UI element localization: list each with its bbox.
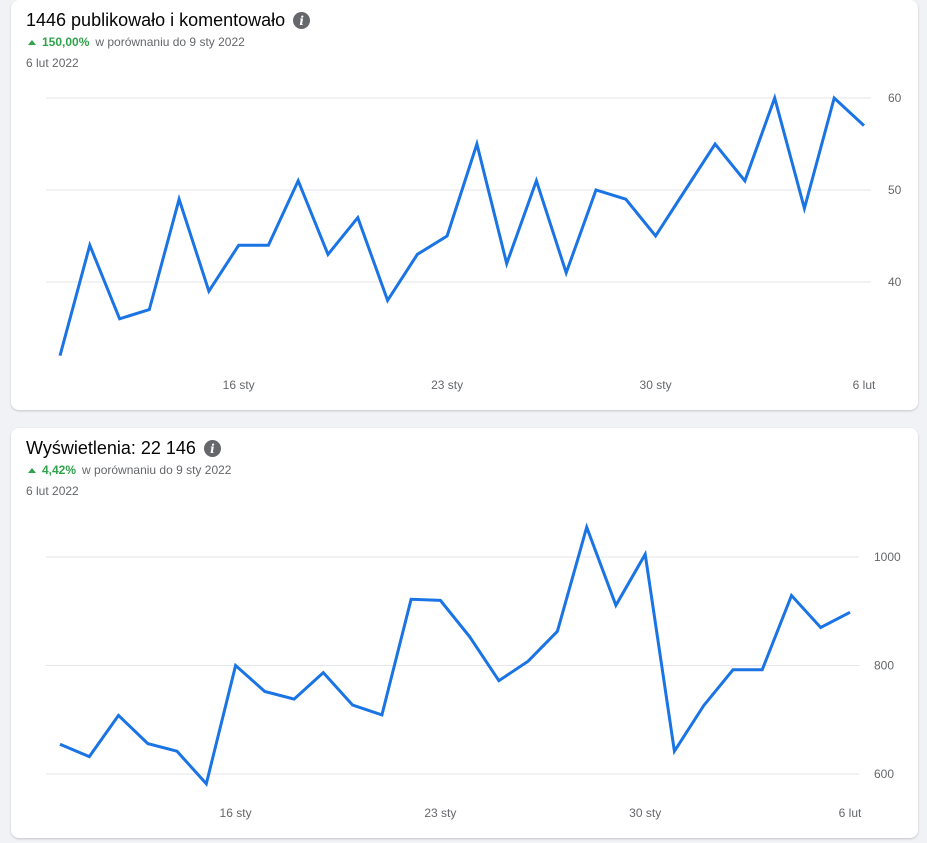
data-point[interactable] bbox=[383, 295, 393, 305]
change-percent: 150,00% bbox=[42, 35, 90, 49]
series-line bbox=[59, 522, 851, 787]
data-point[interactable] bbox=[591, 185, 601, 195]
data-point[interactable] bbox=[799, 203, 809, 213]
card-header: Wyświetlenia: 22 146 i bbox=[26, 438, 221, 459]
data-point[interactable] bbox=[552, 626, 562, 636]
data-point[interactable] bbox=[728, 665, 738, 675]
y-tick-label: 800 bbox=[874, 659, 894, 673]
data-point[interactable] bbox=[172, 746, 182, 756]
data-point[interactable] bbox=[377, 710, 387, 720]
x-tick-label: 6 lut bbox=[853, 378, 876, 392]
y-tick-label: 40 bbox=[888, 275, 902, 289]
series-line bbox=[58, 92, 866, 356]
data-point[interactable] bbox=[770, 93, 780, 103]
data-point[interactable] bbox=[442, 231, 452, 241]
info-icon[interactable]: i bbox=[203, 440, 221, 457]
data-point[interactable] bbox=[84, 752, 94, 762]
y-tick-label: 60 bbox=[888, 91, 902, 105]
x-tick-label: 16 sty bbox=[223, 378, 255, 392]
line-chart: 40 50 60 16 sty 23 sty 30 sty 6 lut bbox=[46, 91, 902, 392]
data-point[interactable] bbox=[640, 549, 650, 559]
data-point[interactable] bbox=[260, 687, 270, 697]
data-point[interactable] bbox=[816, 623, 826, 633]
data-point[interactable] bbox=[318, 668, 328, 678]
data-point[interactable] bbox=[710, 139, 720, 149]
data-point[interactable] bbox=[115, 314, 125, 324]
views-card: Wyświetlenia: 22 146 i 4,42% w porównani… bbox=[11, 428, 918, 838]
data-point[interactable] bbox=[757, 665, 767, 675]
data-point[interactable] bbox=[174, 194, 184, 204]
arrow-up-icon bbox=[28, 467, 36, 473]
data-point[interactable] bbox=[786, 591, 796, 601]
data-point[interactable] bbox=[234, 240, 244, 250]
data-point[interactable] bbox=[231, 661, 241, 671]
data-point[interactable] bbox=[201, 779, 211, 789]
data-point[interactable] bbox=[523, 656, 533, 666]
data-point[interactable] bbox=[323, 249, 333, 259]
data-point[interactable] bbox=[472, 139, 482, 149]
y-tick-label: 1000 bbox=[874, 550, 901, 564]
data-point[interactable] bbox=[465, 632, 475, 642]
data-point[interactable] bbox=[561, 268, 571, 278]
data-point[interactable] bbox=[611, 600, 621, 610]
x-tick-label: 16 sty bbox=[220, 806, 252, 820]
date-label: 6 lut 2022 bbox=[26, 56, 79, 70]
data-point[interactable] bbox=[289, 694, 299, 704]
x-tick-label: 6 lut bbox=[839, 806, 862, 820]
data-point[interactable] bbox=[293, 176, 303, 186]
data-point[interactable] bbox=[435, 595, 445, 605]
data-point[interactable] bbox=[531, 176, 541, 186]
data-point[interactable] bbox=[204, 286, 214, 296]
posts-comments-card: 1446 publikowało i komentowało i 150,00%… bbox=[11, 0, 918, 410]
data-point[interactable] bbox=[829, 93, 839, 103]
data-point[interactable] bbox=[406, 594, 416, 604]
data-point[interactable] bbox=[651, 231, 661, 241]
card-header: 1446 publikowało i komentowało i bbox=[26, 10, 311, 31]
data-point[interactable] bbox=[55, 351, 65, 361]
data-point[interactable] bbox=[621, 194, 631, 204]
data-point[interactable] bbox=[55, 739, 65, 749]
data-point[interactable] bbox=[582, 522, 592, 532]
data-point[interactable] bbox=[412, 249, 422, 259]
data-point[interactable] bbox=[859, 121, 869, 131]
comparison: 150,00% w porównaniu do 9 sty 2022 bbox=[28, 35, 245, 49]
data-point[interactable] bbox=[348, 700, 358, 710]
card-title: 1446 publikowało i komentowało bbox=[26, 10, 286, 30]
arrow-up-icon bbox=[28, 39, 36, 45]
x-tick-label: 30 sty bbox=[640, 378, 672, 392]
data-point[interactable] bbox=[494, 676, 504, 686]
data-point[interactable] bbox=[680, 185, 690, 195]
data-point[interactable] bbox=[669, 746, 679, 756]
y-tick-label: 600 bbox=[874, 767, 894, 781]
change-text: w porównaniu do 9 sty 2022 bbox=[95, 35, 245, 49]
line-chart: 600 800 1000 16 sty 23 sty 30 sty 6 lut bbox=[46, 522, 901, 820]
data-point[interactable] bbox=[502, 259, 512, 269]
data-point[interactable] bbox=[699, 701, 709, 711]
x-tick-label: 23 sty bbox=[431, 378, 463, 392]
info-icon[interactable]: i bbox=[293, 12, 311, 29]
data-point[interactable] bbox=[263, 240, 273, 250]
y-tick-label: 50 bbox=[888, 183, 902, 197]
data-point[interactable] bbox=[144, 305, 154, 315]
change-percent: 4,42% bbox=[42, 463, 77, 477]
data-point[interactable] bbox=[353, 213, 363, 223]
data-point[interactable] bbox=[740, 176, 750, 186]
data-point[interactable] bbox=[845, 607, 855, 617]
data-point[interactable] bbox=[85, 240, 95, 250]
change-text: w porównaniu do 9 sty 2022 bbox=[82, 463, 232, 477]
x-tick-label: 23 sty bbox=[424, 806, 456, 820]
date-label: 6 lut 2022 bbox=[26, 484, 79, 498]
x-tick-label: 30 sty bbox=[629, 806, 661, 820]
data-point[interactable] bbox=[143, 739, 153, 749]
data-point[interactable] bbox=[114, 710, 124, 720]
card-title: Wyświetlenia: 22 146 bbox=[26, 438, 196, 458]
comparison: 4,42% w porównaniu do 9 sty 2022 bbox=[28, 463, 231, 477]
